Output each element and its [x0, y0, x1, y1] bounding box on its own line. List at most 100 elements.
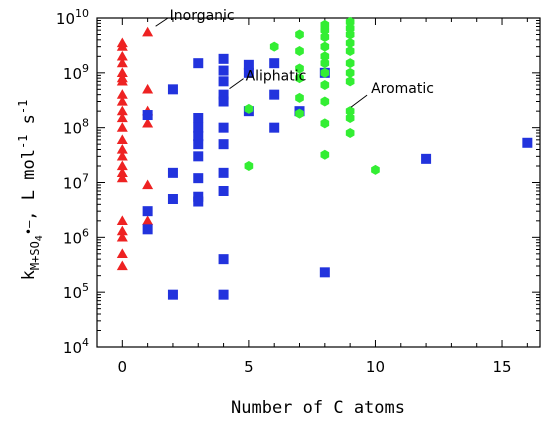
aromatic-point: [345, 113, 355, 124]
inorganic-point: [116, 160, 128, 171]
inorganic-point: [142, 83, 154, 94]
x-tick-label: 0: [118, 358, 128, 376]
aliphatic-point: [218, 167, 229, 178]
inorganic-point: [116, 134, 128, 144]
inorganic-point: [142, 179, 154, 190]
inorganic-point: [116, 150, 128, 161]
aliphatic-point: [193, 113, 204, 124]
inorganic-point: [116, 248, 128, 258]
aromatic-point: [345, 106, 355, 117]
aliphatic-point: [193, 173, 204, 184]
svg-text:kM+SO4•–, L mol-1 s-1: kM+SO4•–, L mol-1 s-1: [16, 100, 45, 281]
plot-frame: [96, 17, 541, 348]
aliphatic-point: [218, 76, 229, 87]
aliphatic-point: [218, 254, 229, 265]
aromatic-point: [295, 92, 304, 103]
aromatic-point: [320, 67, 330, 78]
aliphatic-point: [193, 122, 204, 133]
aliphatic-point: [142, 224, 153, 235]
aliphatic-point: [421, 153, 432, 164]
aromatic-point: [244, 160, 254, 171]
aliphatic-point: [218, 53, 229, 64]
aromatic-point: [320, 41, 330, 52]
data-points: [116, 16, 533, 300]
aromatic-point: [320, 96, 330, 107]
annotation-label: Inorganic: [170, 8, 235, 24]
inorganic-point: [116, 215, 128, 225]
y-title-units-exp: -1: [16, 135, 30, 149]
annotation-label: Aromatic: [371, 81, 434, 97]
aromatic-point: [320, 58, 330, 69]
aromatic-point: [244, 103, 254, 114]
aromatic-point: [345, 127, 355, 138]
aromatic-point: [320, 149, 330, 160]
aliphatic-point: [193, 58, 204, 69]
inorganic-point: [116, 105, 128, 116]
annotation-leader: [155, 17, 168, 27]
inorganic-point: [116, 167, 128, 177]
aromatic-point: [320, 118, 330, 129]
annotation-leader: [229, 78, 244, 90]
aliphatic-point: [193, 196, 204, 207]
inorganic-point: [116, 112, 128, 123]
annotation-leader: [350, 94, 368, 108]
aliphatic-point: [193, 151, 204, 162]
inorganic-point: [116, 96, 128, 106]
annotations: Inorganic Aromatic Aliphatic: [155, 8, 434, 108]
y-tick-label: 107: [63, 172, 89, 193]
inorganic-point: [142, 117, 154, 128]
x-tick-label: 10: [366, 358, 385, 376]
y-title-radical-dot: •: [22, 228, 36, 235]
aliphatic-point: [218, 96, 229, 107]
aliphatic-point: [218, 185, 229, 196]
aromatic-point: [345, 38, 355, 48]
axis-ticks: [97, 17, 540, 348]
inorganic-point: [116, 231, 128, 242]
aromatic-point: [345, 58, 355, 69]
aromatic-point: [295, 46, 304, 57]
y-tick-label: 106: [63, 226, 89, 247]
aromatic-point: [295, 63, 304, 74]
y-title-s: s: [19, 114, 39, 134]
aromatic-point: [295, 73, 304, 84]
aromatic-point: [269, 41, 279, 52]
aliphatic-point: [193, 131, 204, 142]
aromatic-point: [345, 76, 355, 87]
aliphatic-point: [319, 267, 330, 278]
annotation-label: Aliphatic: [246, 69, 307, 85]
x-axis-title: Number of C atoms: [231, 398, 405, 418]
aliphatic-point: [218, 122, 229, 133]
y-title-units: , L mol: [19, 149, 39, 221]
y-tick-label: 108: [63, 117, 89, 138]
x-tick-labels: 0 5 10 15: [118, 358, 512, 376]
aliphatic-point: [218, 289, 229, 300]
aromatic-point: [345, 29, 355, 40]
aliphatic-point: [167, 289, 178, 300]
aromatic-point: [320, 32, 330, 43]
aliphatic-point: [218, 65, 229, 76]
inorganic-point: [116, 41, 128, 51]
inorganic-point: [116, 75, 128, 86]
aliphatic-point: [269, 122, 280, 133]
x-tick-label: 5: [244, 358, 254, 376]
aromatic-point: [345, 46, 355, 57]
x-tick-label: 15: [492, 358, 511, 376]
aromatic-point: [320, 80, 330, 90]
y-tick-label: 104: [63, 336, 89, 357]
inorganic-point: [116, 50, 128, 61]
y-title-s-exp: -1: [16, 100, 30, 114]
aliphatic-point: [142, 110, 153, 121]
inorganic-point: [116, 172, 128, 183]
inorganic-point: [142, 215, 154, 225]
aromatic-point: [295, 108, 304, 119]
inorganic-point: [116, 67, 128, 77]
aliphatic-point: [167, 194, 178, 205]
y-title-k: k: [19, 270, 39, 280]
y-title-subscript-4: 4: [34, 235, 45, 241]
inorganic-point: [116, 225, 128, 236]
aliphatic-point: [243, 67, 254, 78]
aliphatic-point: [142, 206, 153, 217]
y-tick-label: 105: [63, 281, 89, 302]
y-tick-label: 109: [63, 62, 89, 83]
